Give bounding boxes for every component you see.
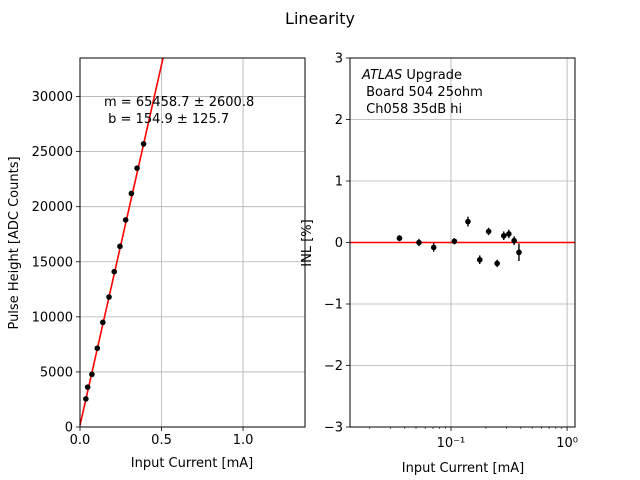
right-y-tick-label: 3 — [335, 52, 343, 67]
left-y-ticks: 0 5000 10000 15000 20000 25000 30000 — [32, 90, 80, 436]
left-data-point — [128, 190, 135, 197]
left-fit-annotation-slope: m = 65458.7 ± 2600.8 — [104, 95, 254, 110]
right-annotation-italic: ATLAS — [361, 68, 402, 83]
left-fit-line — [79, 57, 164, 426]
left-y-tick-label: 10000 — [32, 310, 73, 325]
right-y-tick-label: −3 — [324, 421, 343, 436]
right-y-ticks: −3 −2 −1 0 1 2 3 — [324, 52, 350, 436]
left-data-point — [140, 141, 147, 147]
left-data-point — [122, 217, 129, 223]
right-y-axis-label: INL [%] — [300, 219, 315, 266]
left-axes-frame — [79, 57, 306, 428]
left-data-point — [89, 371, 95, 378]
left-y-tick-label: 5000 — [40, 365, 73, 380]
right-data-point — [500, 232, 507, 239]
left-x-axis-label: Input Current [mA] — [131, 456, 253, 471]
right-data-point — [516, 249, 522, 256]
right-data-point — [506, 231, 512, 237]
right-x-tick-label: 10⁻¹ — [437, 436, 466, 451]
left-data-point — [134, 165, 140, 171]
left-data-point — [83, 396, 89, 402]
right-data-point — [511, 237, 517, 244]
right-data-point — [476, 256, 483, 263]
right-x-axis-label: Input Current [mA] — [402, 461, 524, 476]
right-annotation-upgrade: Upgrade — [402, 68, 462, 83]
right-y-tick-label: 2 — [335, 113, 343, 128]
left-y-tick-label: 25000 — [32, 145, 73, 160]
right-y-tick-label: 1 — [335, 175, 343, 190]
left-x-tick-label: 1.0 — [233, 433, 254, 448]
left-data-point — [94, 345, 101, 352]
left-y-tick-label: 0 — [65, 421, 73, 436]
right-data-point — [494, 260, 500, 267]
right-y-tick-label: −1 — [324, 298, 343, 313]
right-x-ticks: 10⁻¹ 10⁰ — [369, 427, 578, 451]
left-data-point — [84, 384, 91, 390]
left-y-tick-label: 30000 — [32, 90, 73, 105]
right-annotation-line-2: Board 504 25ohm — [362, 85, 483, 100]
left-x-tick-label: 0.0 — [70, 433, 91, 448]
left-data-point — [117, 243, 123, 250]
figure-title: Linearity — [285, 9, 355, 28]
right-data-point — [485, 228, 492, 235]
right-data-point — [430, 244, 437, 251]
right-data-point — [416, 239, 422, 246]
left-data-points — [83, 141, 147, 402]
right-x-tick-label: 10⁰ — [556, 436, 578, 451]
right-annotation-line-1: ATLAS Upgrade — [361, 68, 462, 83]
right-data-points — [396, 216, 522, 268]
left-data-point — [111, 268, 118, 275]
left-data-point — [106, 294, 112, 300]
right-data-point — [396, 235, 403, 241]
left-data-point — [100, 319, 106, 326]
left-x-ticks: 0.0 0.5 1.0 — [70, 427, 254, 448]
right-annotation-line-3: Ch058 35dB hi — [362, 102, 462, 117]
left-x-tick-label: 0.5 — [151, 433, 172, 448]
linearity-panel: 0.0 0.5 1.0 0 5000 10000 15000 20000 25000 30000… — [7, 57, 306, 471]
left-fit-annotation-intercept: b = 154.9 ± 125.7 — [104, 112, 229, 127]
left-y-tick-label: 20000 — [32, 200, 73, 215]
right-data-point — [451, 238, 458, 245]
left-y-axis-label: Pulse Height [ADC Counts] — [7, 156, 22, 329]
right-y-tick-label: 0 — [335, 236, 343, 251]
right-data-point — [465, 218, 471, 225]
left-y-tick-label: 15000 — [32, 255, 73, 270]
inl-panel: 10⁻¹ 10⁰ −3 −2 −1 0 1 2 3 ATLAS Upgrade Board 5… — [300, 52, 578, 477]
right-y-tick-label: −2 — [324, 359, 343, 374]
